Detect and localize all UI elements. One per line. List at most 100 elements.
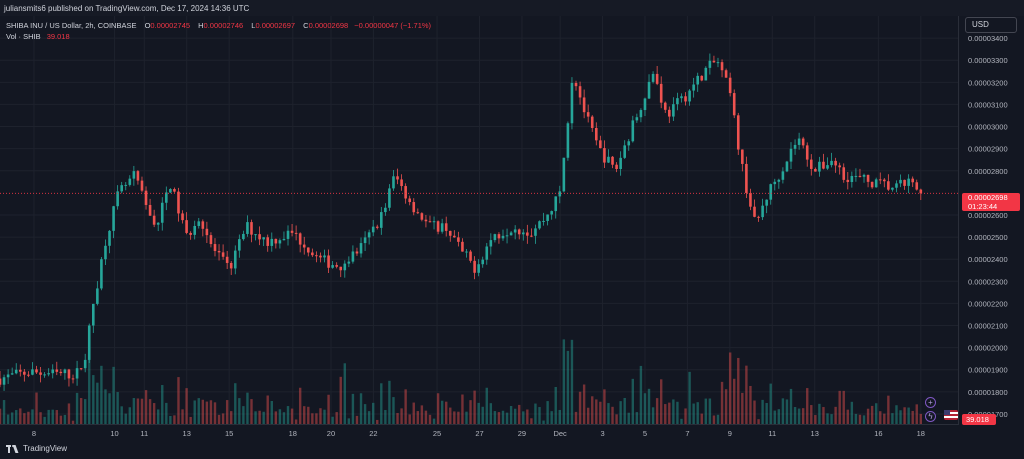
volume-bar xyxy=(457,411,460,425)
candle-body xyxy=(542,220,545,222)
candle-body xyxy=(866,174,870,182)
volume-bar xyxy=(566,350,570,425)
volume-bar xyxy=(903,407,906,425)
volume-bar xyxy=(737,357,740,425)
volume-bar xyxy=(388,380,391,425)
last-price-value: 0.00002698 xyxy=(968,193,1008,202)
candle-body xyxy=(874,179,878,188)
volume-bar xyxy=(643,393,647,425)
volume-bar xyxy=(749,385,752,425)
tradingview-logo[interactable]: TradingView xyxy=(6,444,67,453)
candle-body xyxy=(915,182,919,190)
candle-body xyxy=(526,232,529,236)
volume-bar xyxy=(278,409,282,425)
candle-body xyxy=(10,373,14,375)
candle-body xyxy=(396,176,399,180)
volume-bar xyxy=(518,404,521,425)
close-label: C xyxy=(303,21,309,30)
candle-body xyxy=(436,221,440,232)
candle-body xyxy=(672,104,675,117)
candle-body xyxy=(96,288,99,304)
currency-button[interactable]: USD xyxy=(965,17,1017,33)
candle-body xyxy=(765,199,768,206)
candle-body xyxy=(35,369,38,373)
candle-body xyxy=(822,161,825,169)
candle-body xyxy=(639,110,643,118)
volume-bar xyxy=(919,413,923,425)
y-tick-label: 0.00002900 xyxy=(968,145,1008,154)
candle-body xyxy=(388,188,391,208)
candle-body xyxy=(554,196,558,212)
candle-body xyxy=(830,160,833,166)
candle-body xyxy=(712,60,716,63)
candle-body xyxy=(684,96,687,102)
volume-bar xyxy=(339,376,342,425)
volume-bar xyxy=(854,413,858,425)
plus-icon[interactable]: + xyxy=(925,397,936,408)
volume-bar xyxy=(39,412,42,425)
candle-body xyxy=(416,212,420,214)
volume-bar xyxy=(51,409,54,425)
volume-bar xyxy=(631,378,635,425)
volume-bar xyxy=(765,402,768,425)
candle-body xyxy=(785,161,789,172)
legend: SHIBA INU / US Dollar, 2h, COINBASE O0.0… xyxy=(6,20,431,42)
candle-body xyxy=(720,62,724,71)
volume-bar xyxy=(834,406,837,425)
candle-body xyxy=(128,178,132,185)
symbol-name[interactable]: SHIBA INU / US Dollar, 2h, COINBASE xyxy=(6,21,137,30)
volume-bar xyxy=(745,365,748,425)
volume-label[interactable]: Vol · SHIB xyxy=(6,32,41,41)
volume-bar xyxy=(408,414,411,425)
candle-body xyxy=(27,374,30,376)
volume-bar xyxy=(664,404,667,425)
candle-body xyxy=(651,73,655,82)
volume-bar xyxy=(6,414,10,425)
candle-body xyxy=(578,86,582,98)
volume-bar xyxy=(75,392,79,425)
volume-bar xyxy=(104,389,107,425)
candle-body xyxy=(818,161,821,172)
candle-body xyxy=(643,98,647,111)
bar-countdown: 01:23:44 xyxy=(968,201,998,211)
candle-body xyxy=(169,189,172,193)
volume-bar xyxy=(181,409,184,425)
candle-body xyxy=(590,116,594,128)
volume-bar xyxy=(445,401,448,425)
candle-body xyxy=(339,266,343,271)
candle-body xyxy=(193,225,197,235)
candle-body xyxy=(286,230,290,239)
volume-bar xyxy=(0,408,2,425)
lightning-icon[interactable]: ϟ xyxy=(925,411,936,422)
volume-bar xyxy=(672,399,675,425)
candle-body xyxy=(485,246,489,260)
volume-bar xyxy=(655,398,659,425)
volume-bar xyxy=(440,400,444,425)
candle-body xyxy=(201,221,205,229)
volume-bar xyxy=(538,407,541,425)
tradingview-brand: TradingView xyxy=(23,444,68,453)
volume-bar xyxy=(692,403,695,425)
candle-body xyxy=(769,184,773,200)
x-tick-label: 5 xyxy=(643,429,647,438)
volume-bar xyxy=(234,383,237,425)
candle-body xyxy=(574,82,578,87)
price-chart[interactable]: 0.00003400 0.00003300 0.00003200 0.00003100… xyxy=(0,16,1024,441)
volume-bar xyxy=(895,405,898,425)
publish-info: juliansmits6 published on TradingView.co… xyxy=(4,4,250,13)
volume-bar xyxy=(201,399,205,425)
x-tick-label: Dec xyxy=(553,429,567,438)
volume-bar xyxy=(43,416,46,425)
volume-bar xyxy=(741,392,744,425)
candle-body xyxy=(473,260,476,273)
us-flag-icon[interactable] xyxy=(944,410,958,420)
volume-bar xyxy=(55,410,58,425)
volume-bar xyxy=(733,378,736,425)
volume-bar xyxy=(453,411,456,425)
candle-body xyxy=(801,138,805,146)
volume-bar xyxy=(700,413,703,425)
volume-bar xyxy=(558,409,561,425)
y-tick-label: 0.00002800 xyxy=(968,167,1008,176)
volume-bar xyxy=(591,396,594,425)
volume-bar xyxy=(10,412,14,425)
